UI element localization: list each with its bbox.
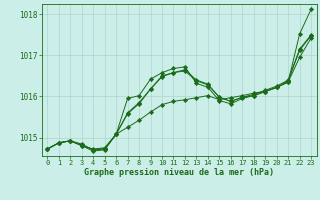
X-axis label: Graphe pression niveau de la mer (hPa): Graphe pression niveau de la mer (hPa) bbox=[84, 168, 274, 177]
